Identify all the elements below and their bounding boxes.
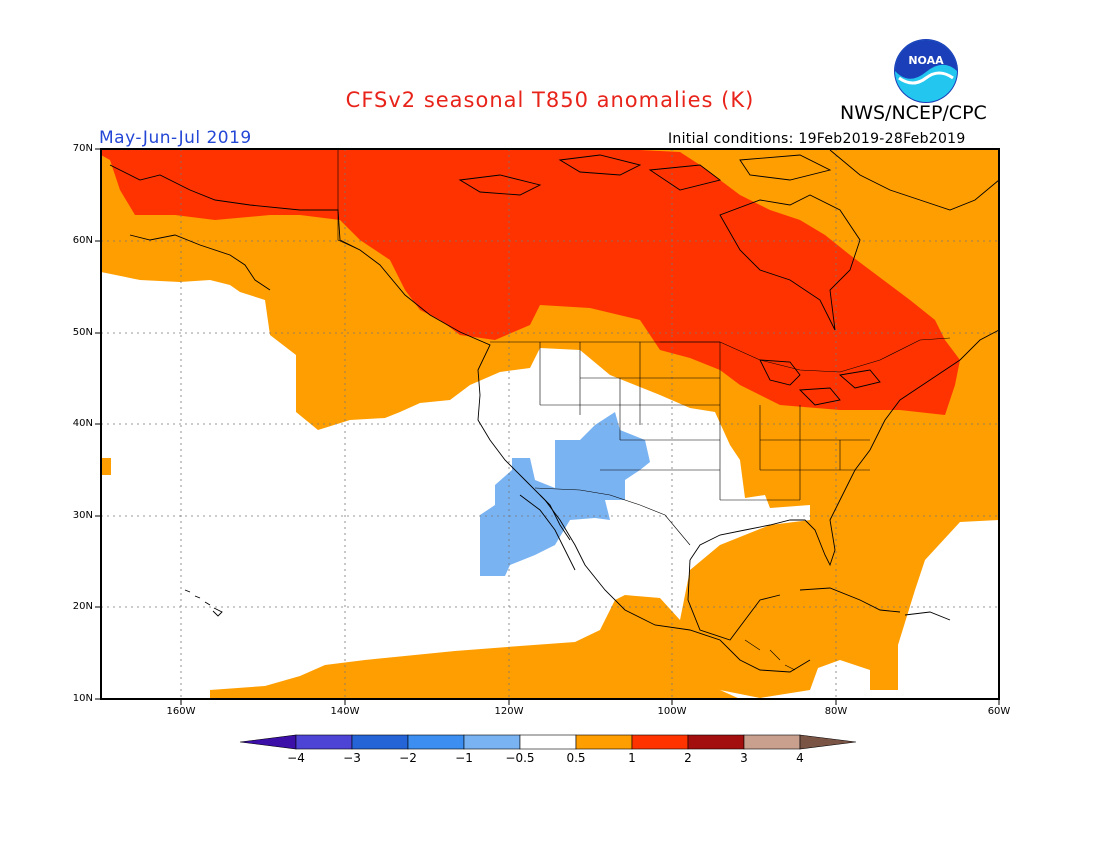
colorbar-swatch	[295, 734, 353, 750]
colorbar-label: 4	[796, 751, 804, 765]
colorbar-label: −4	[287, 751, 305, 765]
lat-label-50n: 50N	[72, 327, 93, 338]
coastlines	[109, 149, 1000, 673]
colorbar-label: 3	[740, 751, 748, 765]
colorbar-label: −2	[399, 751, 417, 765]
anomaly-lightblue-region	[480, 412, 650, 576]
colorbar-arrow-low	[239, 734, 297, 750]
lon-label-60w: 60W	[987, 706, 1011, 717]
colorbar-swatch	[575, 734, 633, 750]
lat-label-20n: 20N	[72, 601, 93, 612]
lat-label-10n: 10N	[72, 693, 93, 704]
map-title: CFSv2 seasonal T850 anomalies (K)	[345, 88, 755, 112]
colorbar-swatch	[743, 734, 801, 750]
colorbar-swatch	[519, 734, 577, 750]
colorbar-label: 2	[684, 751, 692, 765]
colorbar-swatch	[687, 734, 745, 750]
noaa-logo-icon: NOAA	[894, 39, 958, 103]
colorbar-arrow-high	[799, 734, 857, 750]
colorbar-swatch	[407, 734, 465, 750]
noaa-logo-text: NOAA	[908, 54, 944, 67]
colorbar	[239, 734, 857, 750]
lat-label-30n: 30N	[72, 510, 93, 521]
lat-label-60n: 60N	[72, 235, 93, 246]
map-gridlines	[101, 149, 999, 699]
colorbar-label: 0.5	[566, 751, 586, 765]
lat-label-70n: 70N	[72, 143, 93, 154]
season-label: May-Jun-Jul 2019	[99, 128, 252, 148]
axis-ticks	[95, 148, 1000, 705]
colorbar-label: 1	[628, 751, 636, 765]
colorbar-swatch	[463, 734, 521, 750]
lon-label-140w: 140W	[330, 706, 360, 717]
lon-label-100w: 100W	[657, 706, 687, 717]
anomaly-red-region	[101, 150, 960, 415]
colorbar-label: −0.5	[505, 751, 535, 765]
lon-label-160w: 160W	[166, 706, 196, 717]
initial-conditions-label: Initial conditions: 19Feb2019-28Feb2019	[668, 131, 966, 147]
political-borders	[337, 150, 951, 671]
lon-label-80w: 80W	[824, 706, 848, 717]
agency-label: NWS/NCEP/CPC	[840, 102, 987, 124]
lat-label-40n: 40N	[72, 418, 93, 429]
colorbar-label: −1	[455, 751, 473, 765]
lon-label-120w: 120W	[494, 706, 524, 717]
colorbar-swatch	[631, 734, 689, 750]
colorbar-swatch	[351, 734, 409, 750]
colorbar-label: −3	[343, 751, 361, 765]
